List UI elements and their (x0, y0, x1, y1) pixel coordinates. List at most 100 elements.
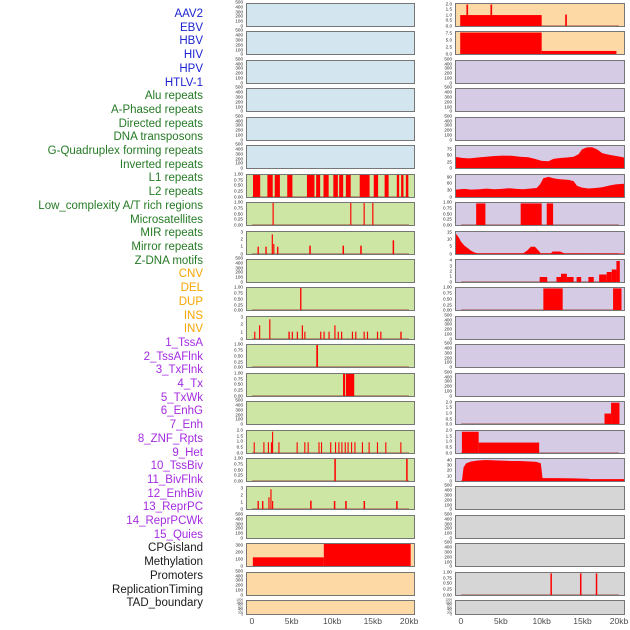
y-tick-label: 300 (235, 123, 243, 129)
track-panel-low-complexity-a-t-rich-regions (246, 401, 415, 426)
y-axis-13-reprpc: 2.0 1.5 1.0 0.5 0.0 (433, 400, 453, 427)
y-tick-label: 1.0 (445, 439, 452, 445)
y-axis-7-enh: 15 10 5 0 (433, 230, 453, 255)
y-tick-label: 200 (444, 554, 452, 560)
track-panel-7-enh (455, 230, 625, 255)
y-tick-label: 0 (449, 393, 452, 399)
track-data-11-bivflnk (456, 345, 624, 367)
y-axis-hpv: 500 400 300 200 100 0 (224, 114, 244, 143)
y-axis-10-tssbiv: 500 400 300 200 100 0 (433, 313, 453, 341)
y-tick-label: 400 (446, 607, 452, 612)
y-axis-alu-repeats: 1.00 0.75 0.50 0.25 0.00 (224, 172, 244, 199)
y-axis-2-tssaflnk: 500 400 300 200 100 0 (433, 85, 453, 113)
y-axis-9-het: 1.00 0.75 0.50 0.25 0.00 (433, 286, 453, 313)
y-tick-label: 1.0 (445, 12, 452, 18)
track-data-tad-boundary (456, 601, 624, 614)
y-tick-label: 300 (235, 94, 243, 100)
y-tick-label: 400 (444, 317, 452, 323)
track-data-15-quies (461, 459, 624, 482)
y-tick-label: 500 (235, 397, 243, 403)
y-tick-label: 0 (240, 507, 243, 513)
y-tick-label: 75 (446, 146, 452, 152)
track-label-inverted-repeats: Inverted repeats (119, 158, 203, 171)
track-label-l2-repeats: L2 repeats (148, 186, 203, 199)
y-tick-label: 2.0 (445, 427, 452, 433)
y-tick-label: 0.0 (445, 52, 452, 58)
y-tick-label: 300 (444, 66, 452, 72)
track-label-hpv: HPV (179, 62, 203, 75)
track-panel-directed-repeats (246, 230, 415, 255)
y-tick-label: 0 (240, 137, 243, 143)
y-tick-label: 3 (240, 229, 243, 235)
y-tick-label: 300 (444, 379, 452, 385)
y-tick-label: 10 (446, 473, 452, 479)
y-tick-label: 1000 (236, 600, 243, 605)
track-panel-12-enhbiv (455, 372, 625, 397)
track-label-6-enhg: 6_EnhG (160, 405, 203, 418)
y-tick-label: 0.25 (443, 217, 452, 223)
track-panel-htlv-1 (246, 145, 415, 170)
y-axis-cnv: 300 200 100 0 (224, 543, 244, 569)
x-tick-right-10kb: 10kb (532, 616, 551, 626)
y-tick-label: 100 (235, 530, 243, 536)
track-label-7-enh: 7_Enh (169, 419, 203, 432)
track-label-del: DEL (180, 282, 203, 295)
y-tick-label: 0.25 (234, 473, 243, 479)
y-tick-label: 1.5 (445, 7, 452, 12)
y-tick-label: 100 (444, 360, 452, 366)
y-tick-label: 1 (240, 499, 243, 505)
y-tick-label: 0.5 (236, 444, 243, 450)
x-tick-left-10kb: 10kb (322, 616, 342, 626)
y-tick-label: 0 (240, 421, 243, 427)
track-label-cnv: CNV (178, 268, 203, 281)
track-label-hbv: HBV (179, 35, 203, 48)
y-tick-label: 0 (240, 279, 243, 285)
track-data-methylation (456, 516, 624, 538)
track-data-mir-repeats (252, 459, 409, 482)
y-tick-label: 0 (449, 507, 452, 513)
track-label-htlv-1: HTLV-1 (164, 76, 203, 89)
y-tick-label: 200 (235, 270, 243, 276)
y-tick-label: 0.50 (234, 382, 243, 388)
y-tick-label: 10 (446, 237, 452, 243)
track-data-cpgisland (456, 487, 624, 509)
y-tick-label: 100 (444, 331, 452, 337)
y-tick-label: 200 (235, 99, 243, 105)
y-tick-label: 500 (235, 56, 243, 62)
y-tick-label: 300 (235, 521, 243, 527)
track-label-aav2: AAV2 (174, 8, 203, 20)
track-data-low-complexity-a-t-rich-regions (247, 402, 414, 424)
y-tick-label: 2 (240, 492, 243, 498)
y-tick-label: 1.5 (445, 405, 452, 411)
track-label-low-complexity-a-t-rich-regions: Low_complexity A/T rich regions (38, 199, 203, 212)
y-tick-label: 300 (235, 407, 243, 413)
track-label-dup: DUP (178, 295, 203, 308)
track-panel-cpgisland (455, 486, 625, 511)
y-tick-label: 300 (235, 66, 243, 72)
y-tick-label: 500 (444, 113, 452, 119)
track-label-2-tssaflnk: 2_TssAFlnk (143, 350, 203, 363)
y-tick-label: 3 (240, 485, 243, 491)
y-tick-label: 2.5 (445, 44, 452, 50)
y-tick-label: 0 (240, 109, 243, 115)
y-tick-label: 100 (444, 559, 452, 565)
y-tick-label: 5.0 (445, 37, 452, 43)
track-panel-1-tssa (455, 59, 625, 84)
track-label-cpgisland: CPGisland (148, 542, 203, 555)
y-tick-label: 800 (446, 602, 452, 607)
track-data-14-reprpcwk (461, 431, 619, 453)
track-label-14-reprpcwk: 14_ReprPCWk (126, 515, 203, 528)
y-tick-label: 100 (444, 75, 452, 81)
y-tick-label: 200 (444, 70, 452, 76)
track-panel-replicationtiming (455, 571, 625, 596)
track-panel-microsatellites (246, 429, 415, 454)
y-tick-label: 200 (235, 42, 243, 48)
y-tick-label: 500 (444, 540, 452, 546)
y-tick-label: 2.0 (236, 427, 243, 433)
track-panel-g-quadruplex-forming-repeats (246, 287, 415, 312)
track-panel-mir-repeats (246, 458, 415, 483)
y-axis-ins: 2.0 1.5 1.0 0.5 0.0 (433, 2, 453, 29)
track-label-11-bivflnk: 11_BivFlnk (146, 473, 203, 486)
